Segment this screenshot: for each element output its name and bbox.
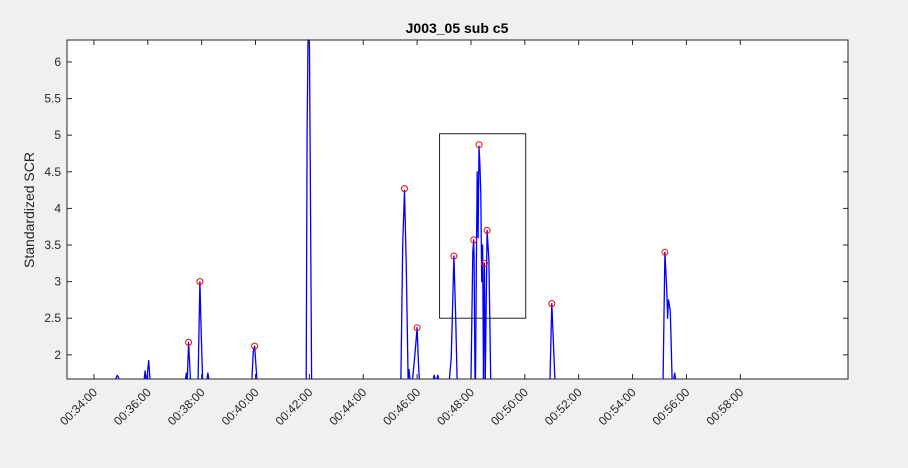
series-line-segment	[482, 262, 486, 380]
peak-marker	[661, 248, 669, 256]
x-tick-label: 00:34:00	[57, 385, 100, 428]
series-line-segment	[197, 280, 204, 380]
x-tick-label: 00:50:00	[488, 385, 531, 428]
peak-marker	[548, 300, 556, 308]
x-tick-label: 00:56:00	[650, 385, 693, 428]
x-tick-label: 00:52:00	[542, 385, 585, 428]
peak-marker	[401, 185, 408, 193]
y-tick-label: 5	[54, 128, 61, 142]
x-tick-label: 00:42:00	[273, 385, 316, 428]
y-tick-label: 4	[54, 201, 61, 215]
series-line-segment	[549, 302, 556, 380]
series-line-segment	[474, 145, 485, 380]
y-tick-label: 4.5	[44, 165, 61, 179]
peak-marker	[196, 278, 204, 286]
peak-marker	[450, 252, 458, 260]
series-line-segment	[662, 251, 673, 380]
peak-marker	[480, 259, 488, 267]
y-axis: 2 2.5 3 3.5 4 4.5 5 5.5 6	[44, 55, 848, 362]
y-tick-label: 5.5	[44, 92, 61, 106]
y-tick-label: 3	[54, 275, 61, 289]
y-tick-label: 6	[54, 55, 61, 69]
peak-marker	[251, 342, 259, 350]
series-line-segment	[436, 374, 440, 380]
series-line-segment	[143, 370, 147, 380]
series-line-segment	[470, 239, 476, 380]
chart-title: J003_05 sub c5	[406, 20, 509, 36]
plot-area	[67, 40, 848, 379]
series-line-segment	[411, 327, 420, 380]
series-line-segment	[400, 189, 409, 380]
x-tick-label: 00:38:00	[165, 385, 208, 428]
series-line-segment	[184, 372, 188, 380]
series-line-segment	[448, 255, 458, 380]
x-tick-label: 00:58:00	[703, 385, 746, 428]
series-line-segment	[186, 341, 192, 380]
annotation-box	[439, 133, 527, 319]
x-tick-label: 00:44:00	[326, 385, 369, 428]
x-tick-label: 00:54:00	[596, 385, 639, 428]
y-tick-label: 2	[54, 348, 61, 362]
series-line-segment	[146, 360, 151, 380]
series-line-segment	[206, 372, 210, 380]
series-line-segment	[407, 368, 411, 380]
series-line-segment	[114, 374, 120, 380]
x-tick-label: 00:46:00	[380, 385, 423, 428]
series-line-segment	[432, 374, 436, 380]
x-tick-label: 00:36:00	[111, 385, 154, 428]
y-axis-label: Standardized SCR	[21, 152, 37, 268]
peak-marker	[475, 141, 483, 149]
peak-marker	[413, 324, 421, 332]
plot-frame	[66, 39, 849, 380]
y-tick-label: 3.5	[44, 238, 61, 252]
y-tick-label: 2.5	[44, 311, 61, 325]
peak-markers	[185, 141, 669, 350]
peak-marker	[483, 226, 491, 234]
x-tick-label: 00:40:00	[219, 385, 262, 428]
series-line-segment	[673, 372, 677, 380]
series-line-segment	[484, 229, 492, 380]
x-tick-label: 00:48:00	[434, 385, 477, 428]
peak-marker	[470, 236, 478, 244]
peak-marker	[185, 338, 193, 346]
